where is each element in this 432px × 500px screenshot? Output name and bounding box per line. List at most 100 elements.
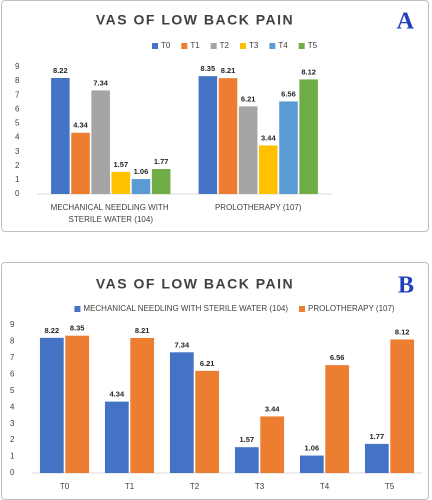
bar [91,90,110,194]
value-label: 6.56 [281,89,296,98]
value-label: 8.35 [70,324,85,333]
value-label: 6.56 [330,353,345,362]
x-tick-label: T4 [320,482,330,491]
y-tick-label: 3 [15,147,20,156]
bar [195,370,220,473]
value-label: 1.06 [134,167,149,176]
legend-label: T4 [278,41,288,50]
y-tick-label: 6 [10,369,15,378]
value-label: 4.34 [110,390,125,399]
y-tick-label: 3 [10,419,15,428]
value-label: 1.77 [154,157,169,166]
bar [151,169,171,194]
value-label: 8.21 [135,326,150,335]
y-tick-label: 7 [10,353,15,362]
legend-label: MECHANICAL NEEDLING WITH STERILE WATER (… [83,304,288,313]
bar [299,79,318,194]
value-label: 3.44 [265,404,280,413]
legend-swatch [240,43,246,49]
legend-label: T1 [190,41,200,50]
y-tick-label: 0 [10,468,15,477]
bar [169,352,194,473]
bar [111,171,131,194]
value-label: 1.77 [370,432,385,441]
chart-title: VAS OF LOW BACK PAIN [96,12,294,28]
value-label: 8.12 [395,327,410,336]
chart-title: VAS OF LOW BACK PAIN [96,276,294,292]
y-tick-label: 6 [15,104,20,113]
panel-label: A [397,9,415,35]
bar [299,455,324,473]
panel-b: VAS OF LOW BACK PAIN B 0 1 2 3 4 5 6 7 8 9 MECHANICA… [1,262,429,500]
x-tick-label: T5 [385,482,395,491]
y-tick-label: 5 [15,119,20,128]
bar [364,443,389,473]
value-label: 8.22 [45,326,60,335]
y-tick-label: 9 [15,62,20,71]
y-tick-label: 4 [15,133,20,142]
legend-swatch [151,43,158,49]
legend-label: T5 [308,41,318,50]
x-tick-label: T2 [190,482,200,491]
value-label: 1.06 [305,444,320,453]
y-tick-label: 7 [15,90,20,99]
legend-swatch [210,43,217,49]
x-tick-label: T0 [60,482,70,491]
value-label: 6.21 [200,359,215,368]
y-tick-label: 8 [15,76,20,85]
bar [39,337,64,473]
value-label: 7.34 [175,340,190,349]
x-tick-label: MECHANICAL NEEDLING WITH STERILE WATER (… [51,203,171,224]
chart: VAS OF LOW BACK PAIN B 0 1 2 3 4 5 6 7 8 9 MECHANICA… [10,273,422,491]
y-tick-label: 2 [10,435,15,444]
value-label: 3.44 [261,133,276,142]
x-tick-label: T3 [255,482,265,491]
bar [390,339,415,473]
bar [131,179,151,194]
bar [198,76,218,194]
bar [279,101,298,194]
bar [238,106,258,194]
y-tick-label: 8 [10,337,15,346]
x-tick-label: T1 [125,482,135,491]
panel-label: B [398,273,414,299]
y-tick-label: 1 [10,452,15,461]
legend-label: PROLOTHERAPY (107) [308,304,395,313]
y-tick-label: 5 [10,386,15,395]
bar [234,447,259,473]
value-label: 6.21 [241,94,256,103]
value-label: 8.12 [301,67,316,76]
legend-swatch [181,43,188,49]
value-label: 8.22 [53,66,68,75]
bar [51,78,70,194]
bar [104,401,129,473]
legend-swatch [269,43,276,49]
bar [71,132,90,194]
legend-label: T0 [161,41,171,50]
y-tick-label: 2 [15,161,20,170]
panel-a: VAS OF LOW BACK PAIN A 0 1 2 3 4 5 6 7 8 9 T0 T1 T2 T3 T… [1,0,429,232]
value-label: 8.35 [201,64,216,73]
y-tick-label: 1 [15,175,20,184]
legend-swatch [298,43,305,49]
bar [260,416,285,473]
legend-label: T3 [249,41,259,50]
y-tick-label: 0 [15,189,20,198]
bar [218,78,238,194]
value-label: 8.21 [221,66,236,75]
value-label: 1.57 [114,160,129,169]
value-label: 1.57 [240,435,255,444]
y-tick-label: 4 [10,402,15,411]
chart: VAS OF LOW BACK PAIN A 0 1 2 3 4 5 6 7 8 9 T0 T1 T2 T3 T… [15,9,415,225]
y-tick-label: 9 [10,320,15,329]
bar [65,335,90,473]
bar [130,337,155,473]
legend-label: T2 [220,41,230,50]
legend-swatch [299,306,306,312]
value-label: 4.34 [73,121,88,130]
value-label: 7.34 [93,78,108,87]
x-tick-label: PROLOTHERAPY (107) [215,203,302,212]
bar [259,145,278,194]
legend-swatch [74,306,81,312]
